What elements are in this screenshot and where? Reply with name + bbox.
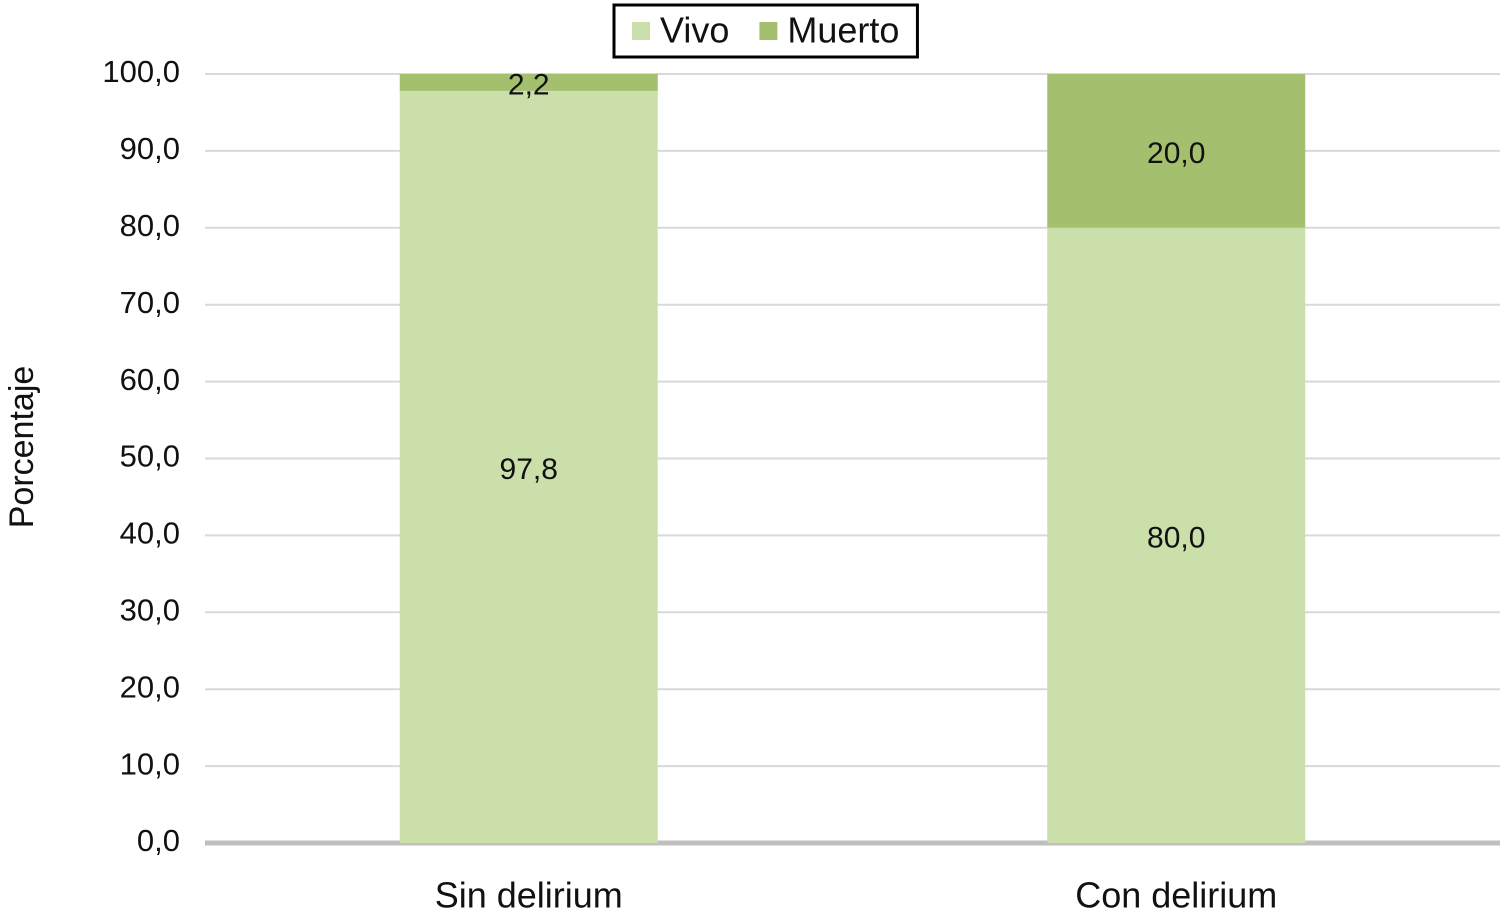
y-tick-label: 20,0: [120, 669, 180, 704]
y-tick-label: 100,0: [102, 54, 180, 89]
x-tick-label: Con delirium: [1075, 875, 1277, 916]
bar-segment: [399, 90, 658, 844]
bar-segment: [1047, 227, 1306, 844]
y-tick-label: 40,0: [120, 516, 180, 551]
y-tick-label: 90,0: [120, 131, 180, 166]
y-tick-label: 0,0: [137, 823, 180, 858]
legend-swatch: [632, 22, 650, 40]
bar-segment: [399, 74, 658, 91]
y-tick-label: 80,0: [120, 208, 180, 243]
bar-segment: [1047, 74, 1306, 228]
value-label: 80,0: [1147, 521, 1205, 554]
value-label: 2,2: [508, 68, 550, 101]
y-tick-label: 70,0: [120, 285, 180, 320]
y-tick-label: 10,0: [120, 746, 180, 781]
value-label: 97,8: [500, 453, 558, 486]
y-tick-label: 60,0: [120, 362, 180, 397]
y-axis-label: Porcentaje: [3, 366, 41, 529]
y-tick-label: 30,0: [120, 592, 180, 627]
x-tick-label: Sin delirium: [435, 875, 623, 916]
legend-label: Muerto: [787, 10, 899, 51]
y-tick-label: 50,0: [120, 439, 180, 474]
value-label: 20,0: [1147, 137, 1205, 170]
legend-swatch: [759, 22, 778, 40]
legend-label: Vivo: [660, 10, 729, 51]
